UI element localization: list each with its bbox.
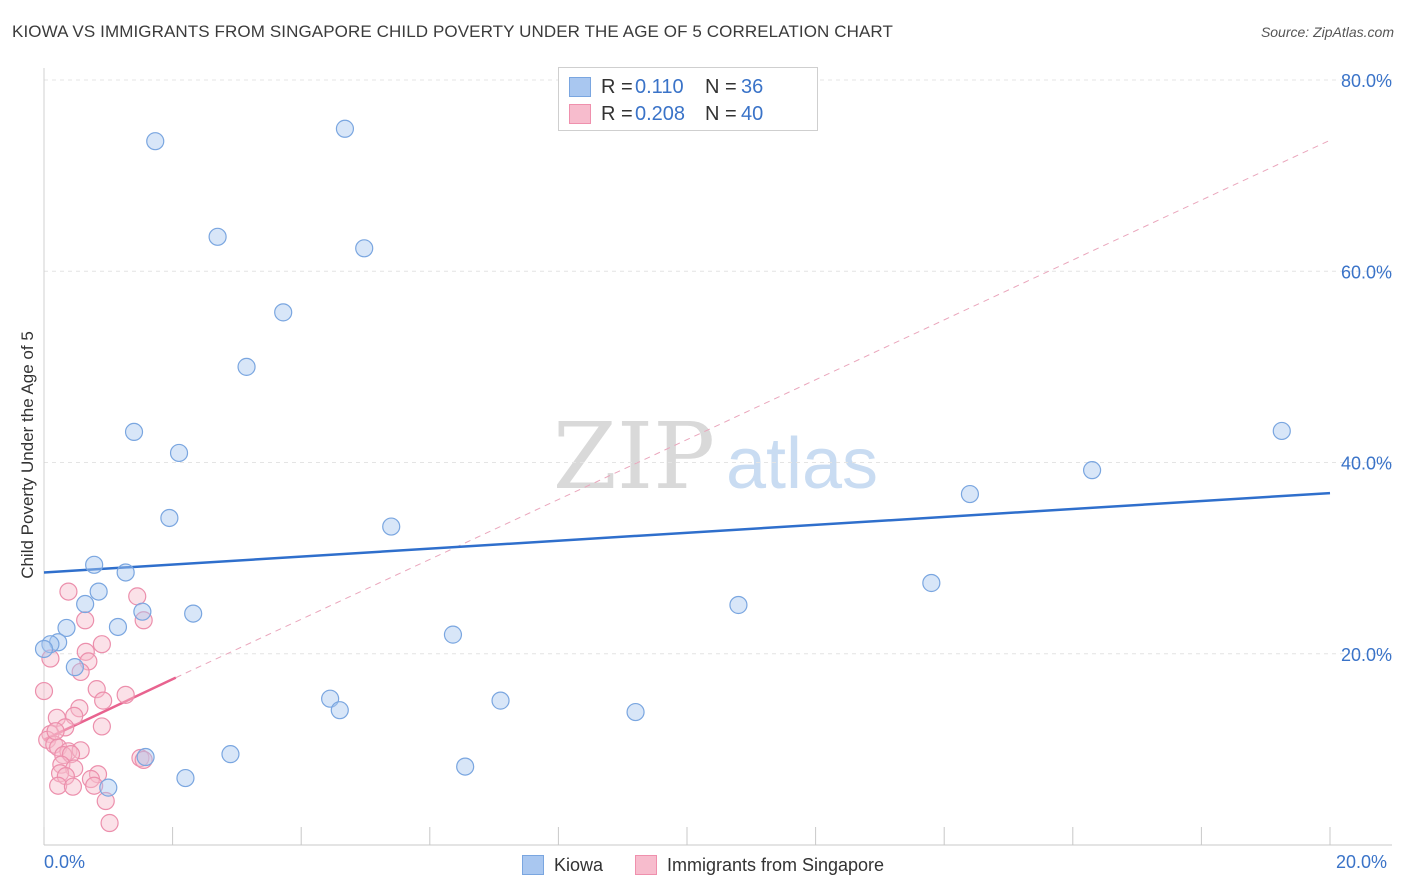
y-tick-label: 40.0% [1341,454,1392,474]
singapore-point [41,649,60,668]
stats-row-kiowa: R = 0.110 N = 36 [569,74,763,100]
singapore-point [96,791,115,811]
x-tick-label-min: 0.0% [44,852,86,872]
y-tick-labels: 20.0% 40.0% 60.0% 80.0% [1341,71,1392,665]
stats-row-singapore: R = 0.208 N = 40 [569,101,763,127]
legend-item-kiowa[interactable]: Kiowa [521,854,603,876]
watermark-atlas: atlas [726,424,878,504]
singapore-point [92,717,111,736]
trend-layer [43,139,1331,741]
legend-label: Kiowa [553,854,603,875]
y-tick-label: 60.0% [1341,262,1392,282]
kiowa-point [237,357,256,376]
kiowa-point [274,303,293,322]
singapore-point [49,776,68,795]
stats-box: R = 0.110 N = 36 R = 0.208 N = 40 [558,67,818,131]
kiowa-point [85,555,104,574]
kiowa-point [136,747,155,767]
n-value: 36 [741,75,764,98]
kiowa-point [65,658,84,677]
kiowa-point [330,701,349,720]
kiowa-point [184,604,203,623]
singapore-point [116,685,135,704]
singapore-point [46,722,65,741]
kiowa-point [169,443,189,463]
kiowa-point [382,517,401,536]
kiowa-point [922,573,941,593]
kiowa-trend-line [43,491,1331,574]
n-label: N = [705,75,737,98]
singapore-point [94,691,113,710]
kiowa-point [116,563,135,582]
kiowa-point [456,757,475,776]
n-value: 40 [741,102,764,125]
singapore-point [59,582,78,601]
kiowa-point [443,625,463,644]
singapore-point [131,748,150,768]
kiowa-point [108,617,128,637]
singapore-point [34,681,54,701]
kiowa-point [124,422,144,441]
n-label: N = [705,102,737,125]
x-tick-label-max: 20.0% [1336,852,1388,872]
singapore-point [71,741,90,760]
kiowa-point [1272,421,1291,441]
axis-layer [43,68,1392,846]
kiowa-point [146,132,165,151]
r-value: 0.208 [635,102,686,125]
singapore-point [100,813,119,833]
r-value: 0.110 [635,75,684,98]
chart-title: KIOWA VS IMMIGRANTS FROM SINGAPORE CHILD… [12,22,893,41]
kiowa-point [208,227,227,246]
singapore-point [128,587,147,606]
grid-layer [44,79,1392,655]
kiowa-point [221,745,240,764]
kiowa-point [626,702,645,722]
y-tick-label: 20.0% [1341,645,1392,665]
kiowa-point [57,618,76,638]
kiowa-point [160,508,179,528]
singapore-point [85,776,104,795]
singapore-point [134,750,153,769]
kiowa-point [99,778,118,797]
kiowa-swatch [521,855,544,875]
kiowa-point [89,582,108,601]
kiowa-point [133,602,152,621]
kiowa-point [76,594,95,614]
legend-item-singapore[interactable]: Immigrants from Singapore [634,854,885,876]
singapore-swatch [634,855,657,875]
kiowa-point [960,484,980,504]
kiowa-point [491,691,510,710]
singapore-point [87,680,106,699]
singapore-point [56,767,75,786]
kiowa-point [176,768,195,788]
kiowa-point [1082,461,1102,480]
legend-label: Immigrants from Singapore [666,854,885,875]
chart-legend: Kiowa Immigrants from Singapore [0,852,1406,878]
kiowa-swatch [569,77,591,97]
y-tick-label: 80.0% [1341,71,1392,91]
kiowa-point [729,595,748,615]
points-layer [34,119,1291,833]
r-label: R = [601,102,633,125]
singapore-trend-extension [175,139,1331,679]
singapore-point [63,777,83,796]
singapore-point [41,724,60,744]
r-label: R = [601,75,633,98]
kiowa-point [335,119,355,138]
singapore-swatch [569,104,591,124]
singapore-point [56,718,75,737]
source-credit: Source: ZipAtlas.com [1260,24,1394,40]
watermark-zip: ZIP [553,403,715,510]
kiowa-point [34,639,54,659]
singapore-point [71,662,90,682]
singapore-trend-line [43,676,177,741]
kiowa-point [355,239,374,258]
singapore-point [92,635,111,654]
singapore-point [76,611,95,630]
